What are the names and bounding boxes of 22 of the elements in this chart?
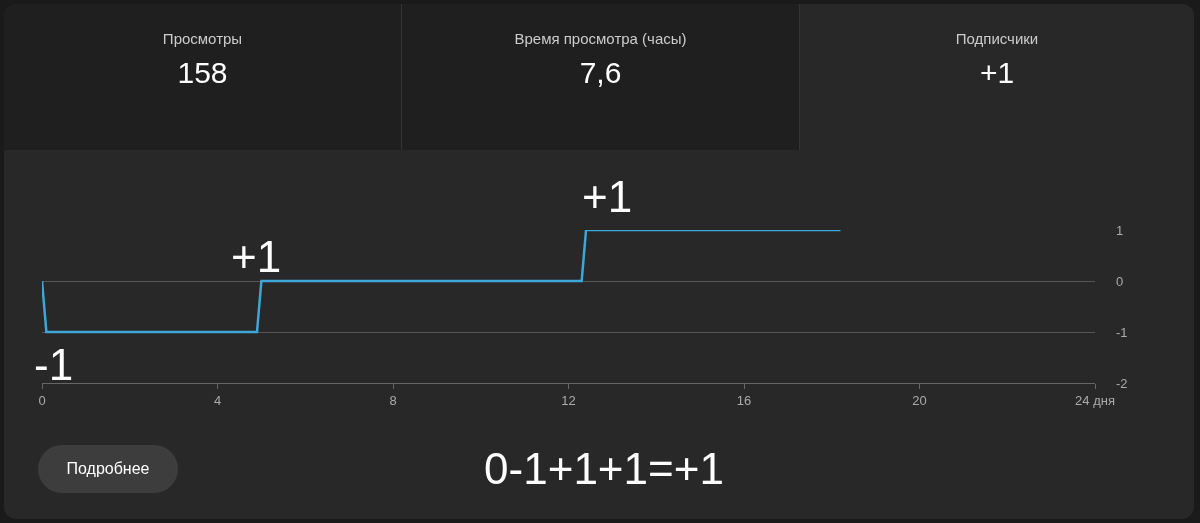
x-tick-label: 4: [213, 392, 222, 408]
y-tick-label: -1: [1116, 324, 1128, 340]
x-tick-label: 24 дня: [1075, 392, 1115, 408]
y-tick-label: 0: [1116, 273, 1124, 289]
x-tick-label: 20: [912, 392, 927, 408]
y-tick-label: 1: [1116, 222, 1124, 238]
text: Просмотры: [162, 30, 243, 47]
text: Время просмотра (часы): [514, 30, 687, 47]
y-tick-label: -2: [1116, 375, 1128, 391]
text: Подробнее: [38, 445, 178, 493]
x-tick-label: 0: [38, 392, 46, 408]
x-tick-label: 16: [736, 392, 752, 408]
text: +1: [978, 56, 1016, 90]
text: +1: [582, 172, 633, 221]
text: Подписчики: [955, 30, 1039, 47]
x-tick-label: 8: [389, 392, 397, 408]
x-tick-label: 12: [561, 392, 576, 408]
text: 158: [176, 56, 229, 90]
annotation: -1: [34, 340, 74, 389]
text: 7,6: [578, 56, 623, 90]
annotation: +1: [231, 232, 282, 281]
text: 0-1+1+1=+1: [483, 444, 725, 494]
